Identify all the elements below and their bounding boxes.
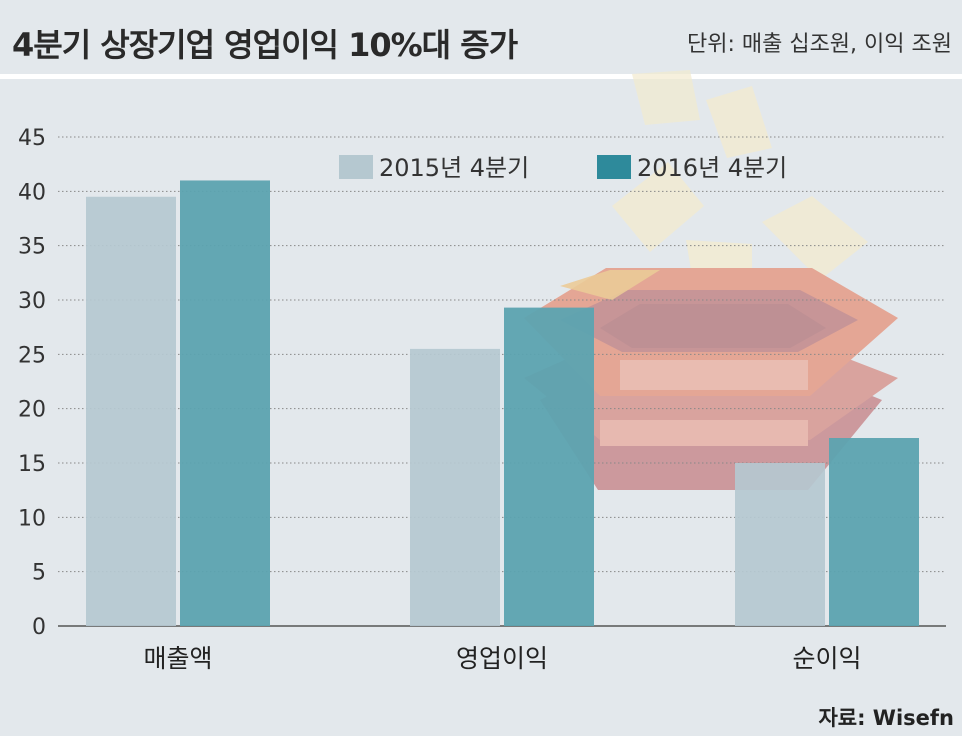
legend-swatch-2015 [339, 155, 373, 179]
y-tick-label: 25 [18, 343, 46, 368]
category-label: 순이익 [792, 644, 861, 673]
title-divider [0, 74, 962, 79]
coin-stack-illustration [524, 70, 898, 490]
y-tick-label: 0 [32, 615, 46, 640]
legend-swatch-2016 [597, 155, 631, 179]
chart-title: 4분기 상장기업 영업이익 10%대 증가 [12, 26, 518, 64]
y-tick-label: 10 [18, 506, 46, 531]
y-axis-ticks: 0 5 10 15 20 25 30 35 40 45 [18, 126, 46, 640]
y-tick-label: 15 [18, 452, 46, 477]
category-label: 영업이익 [456, 644, 548, 673]
bar-2015-0 [86, 196, 176, 626]
bar-2016-1 [504, 307, 594, 626]
legend-label-2015: 2015년 4분기 [379, 154, 529, 182]
y-tick-label: 40 [18, 180, 46, 205]
unit-label: 단위: 매출 십조원, 이익 조원 [686, 32, 952, 57]
legend-label-2016: 2016년 4분기 [637, 154, 787, 182]
bar-2015-2 [735, 463, 825, 626]
x-axis-categories: 매출액 영업이익 순이익 [143, 644, 861, 673]
y-tick-label: 35 [18, 235, 46, 260]
bar-2016-2 [829, 438, 919, 626]
y-tick-label: 45 [18, 126, 46, 151]
category-label: 매출액 [143, 644, 212, 673]
legend: 2015년 4분기 2016년 4분기 [339, 154, 787, 182]
bar-2016-0 [180, 180, 270, 626]
bars [86, 180, 919, 626]
source-label: 자료: Wisefn [818, 706, 954, 730]
y-tick-label: 5 [32, 561, 46, 586]
y-tick-label: 20 [18, 398, 46, 423]
bar-2015-1 [410, 348, 500, 626]
y-tick-label: 30 [18, 289, 46, 314]
